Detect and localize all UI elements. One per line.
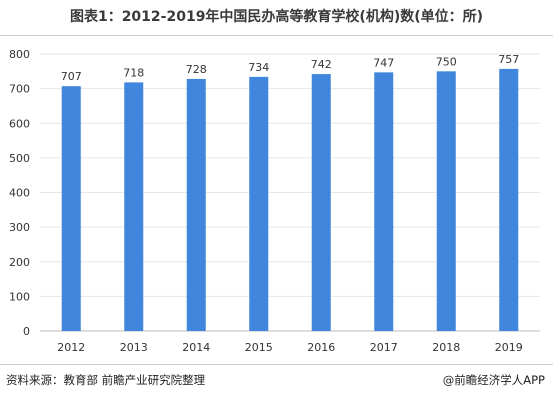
x-tick-label: 2019 — [495, 341, 523, 354]
data-label: 734 — [248, 61, 269, 74]
bar-2014 — [186, 78, 206, 332]
data-label: 707 — [61, 70, 82, 83]
bar-chart: 0 100 200 300 400 500 600 700 800 707 2012 718 2013 7… — [0, 36, 553, 362]
data-label: 757 — [498, 53, 519, 66]
y-tick-label: 400 — [9, 187, 30, 200]
x-tick-label: 2014 — [182, 341, 210, 354]
data-label: 747 — [373, 56, 394, 69]
bar-2012 — [61, 86, 81, 331]
y-tick-label: 200 — [9, 256, 30, 269]
y-tick-label: 600 — [9, 117, 30, 130]
title-divider — [0, 35, 553, 36]
x-tick-label: 2013 — [120, 341, 148, 354]
bar-2019 — [499, 68, 519, 332]
y-tick-label: 0 — [23, 325, 30, 338]
bar-2015 — [249, 76, 269, 331]
y-tick-label: 500 — [9, 152, 30, 165]
data-label: 750 — [436, 55, 457, 68]
x-tick-label: 2015 — [245, 341, 273, 354]
credit-note: @前瞻经济学人APP — [442, 373, 545, 387]
chart-canvas: 0 100 200 300 400 500 600 700 800 707 2012 718 2013 7… — [9, 48, 540, 354]
x-tick-label: 2017 — [370, 341, 398, 354]
x-tick-label: 2012 — [57, 341, 85, 354]
data-label: 718 — [123, 66, 144, 79]
source-note: 资料来源：教育部 前瞻产业研究院整理 — [6, 373, 206, 387]
bar-2013 — [124, 82, 144, 331]
chart-title: 图表1：2012-2019年中国民办高等教育学校(机构)数(单位：所) — [69, 9, 484, 25]
x-tick-label: 2016 — [307, 341, 335, 354]
bar-2017 — [374, 72, 394, 331]
y-tick-label: 700 — [9, 83, 30, 96]
data-label: 742 — [311, 58, 332, 71]
bar-2016 — [311, 74, 331, 331]
y-tick-label: 100 — [9, 290, 30, 303]
data-label: 728 — [186, 63, 207, 76]
y-tick-label: 300 — [9, 221, 30, 234]
y-tick-label: 800 — [9, 48, 30, 61]
footer-divider — [0, 364, 553, 365]
bar-2018 — [436, 71, 456, 331]
x-tick-label: 2018 — [432, 341, 460, 354]
